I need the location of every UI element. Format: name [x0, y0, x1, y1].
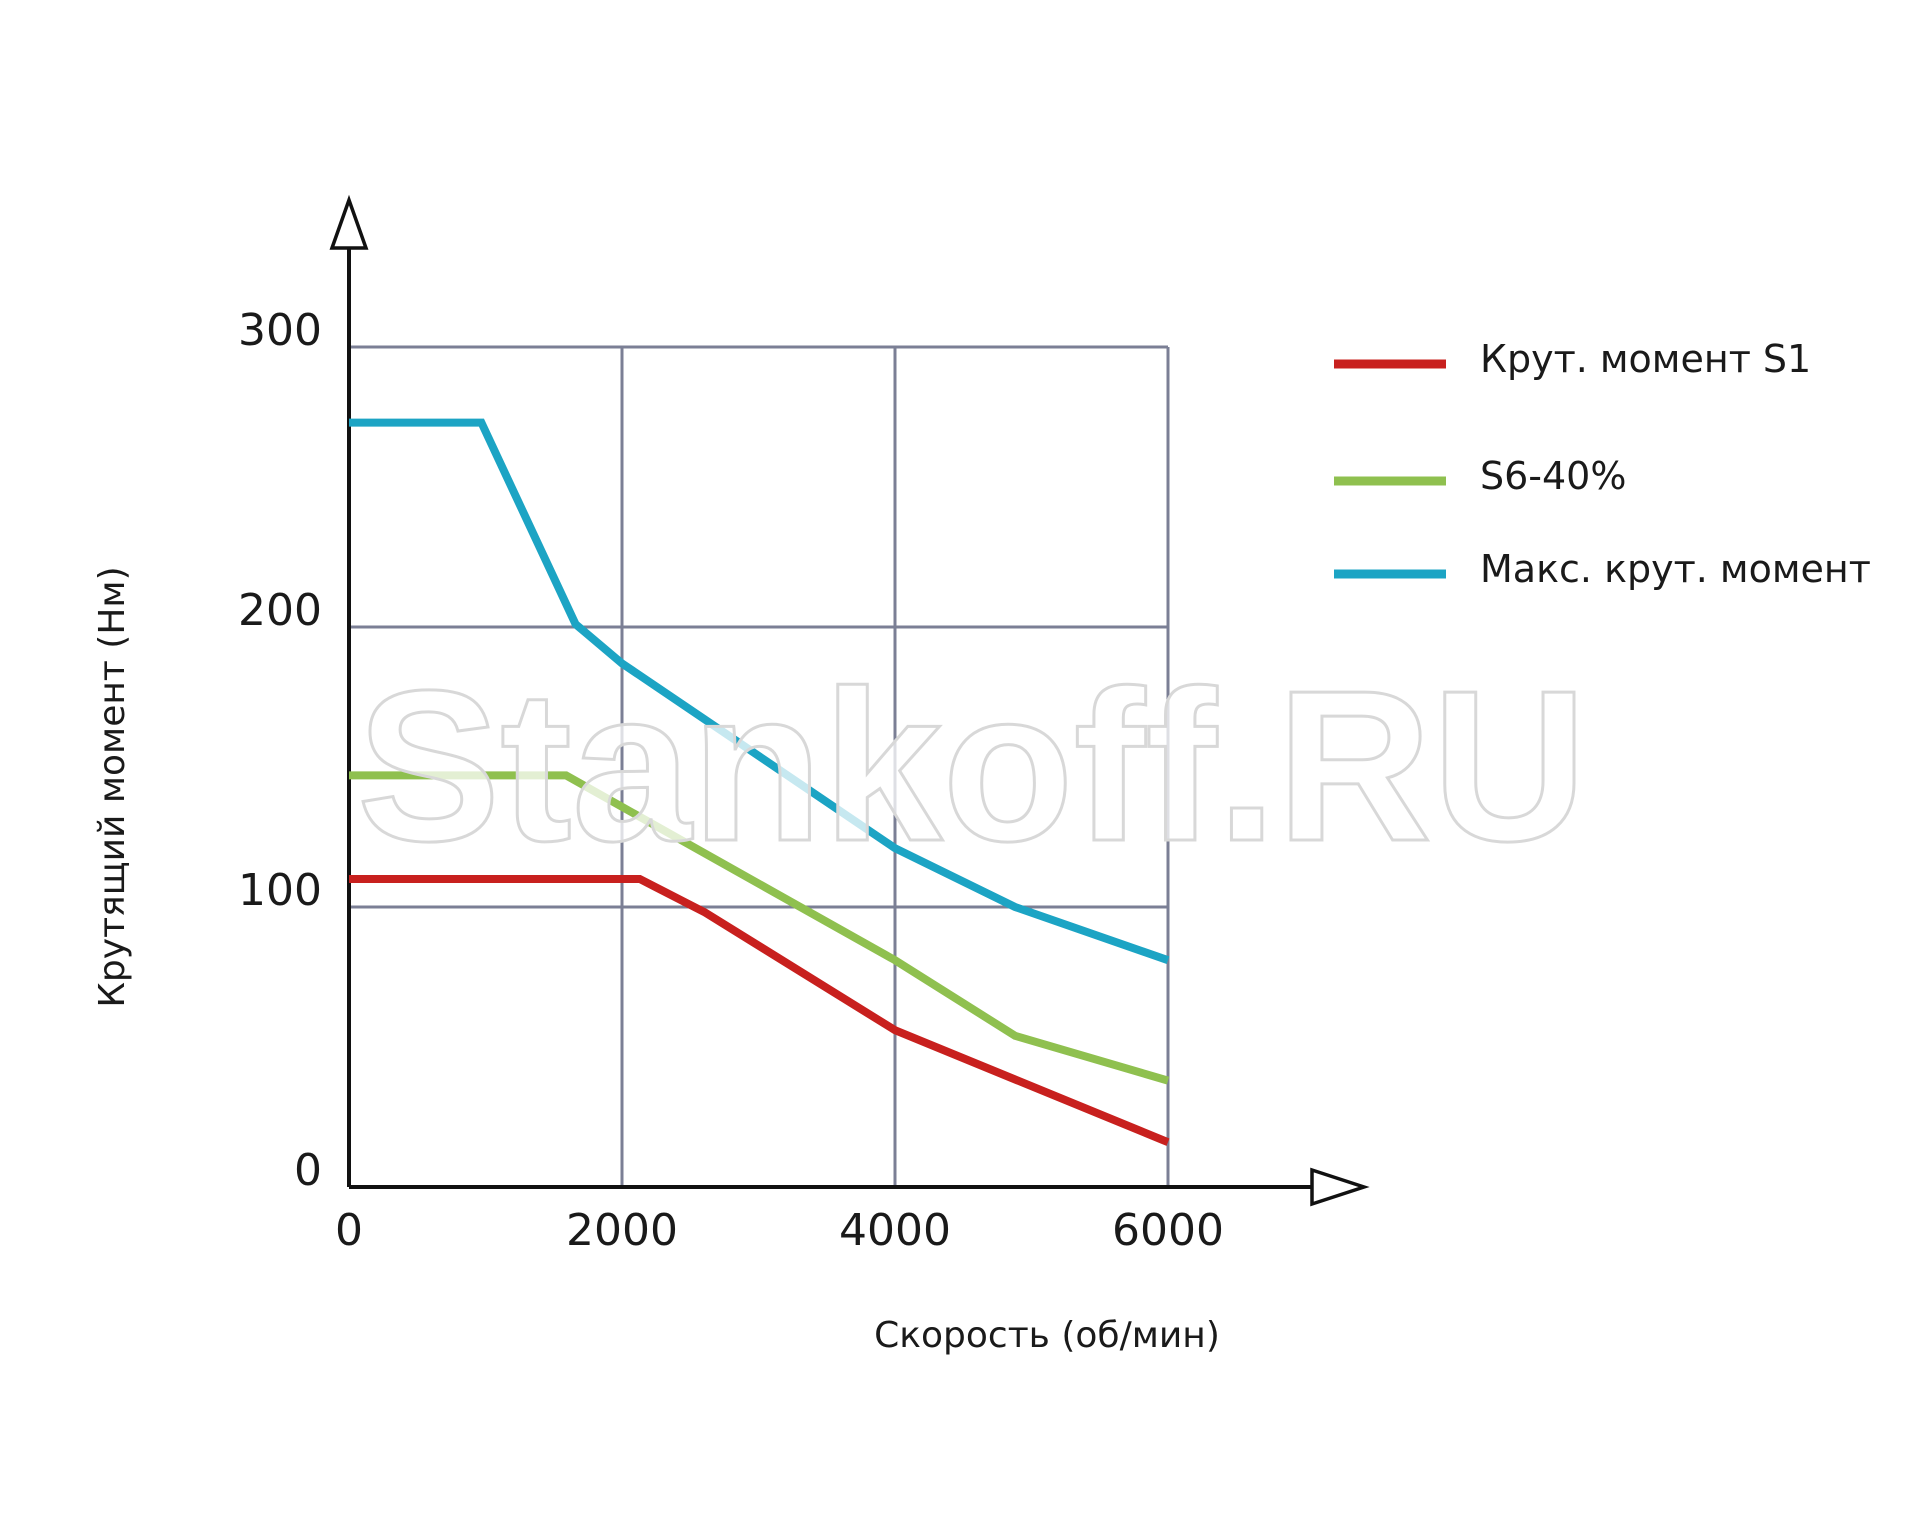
y-axis-title: Крутящий момент (Нм) — [92, 566, 133, 1007]
legend-label: S6-40% — [1480, 454, 1626, 498]
y-tick-label: 300 — [238, 305, 322, 356]
x-tick-label: 0 — [335, 1205, 363, 1256]
grid — [349, 345, 1170, 1187]
x-tick-label: 6000 — [1112, 1205, 1224, 1256]
x-axis-arrow — [1310, 1167, 1370, 1207]
series — [349, 418, 1170, 1146]
legend-label: Крут. момент S1 — [1480, 337, 1811, 381]
y-tick-label: 100 — [238, 865, 322, 916]
series-line — [349, 418, 1170, 964]
x-axis-title: Скорость (об/мин) — [874, 1315, 1220, 1356]
watermark: Stankoff.RU — [357, 645, 1587, 886]
series-line — [349, 771, 1170, 1085]
x-tick-label: 4000 — [839, 1205, 951, 1256]
y-tick-label: 0 — [294, 1145, 322, 1196]
y-tick-label: 200 — [238, 585, 322, 636]
x-tick-label: 2000 — [566, 1205, 678, 1256]
legend-label: Макс. крут. момент — [1480, 547, 1871, 591]
y-axis-arrow — [329, 194, 369, 250]
series-line — [349, 875, 1170, 1146]
axes — [329, 194, 1370, 1207]
legend: Крут. момент S1 S6-40% Макс. крут. момент — [1334, 337, 1871, 591]
